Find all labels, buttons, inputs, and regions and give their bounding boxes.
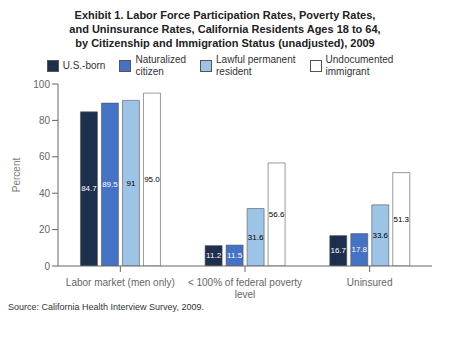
svg-text:0: 0: [44, 261, 50, 272]
html-text:and Uninsurance Rates, Califor: and Uninsurance Rates, California Reside…: [69, 23, 381, 35]
svg-text:Percent: Percent: [11, 158, 22, 193]
svg-text:60: 60: [39, 151, 51, 162]
html-text:resident: resident: [216, 66, 252, 77]
svg-text:89.5: 89.5: [102, 180, 118, 189]
svg-text:40: 40: [39, 188, 51, 199]
html-text:Source: California Health Inte: Source: California Health Interview Surv…: [8, 302, 204, 312]
svg-text:91: 91: [126, 179, 135, 188]
svg-text:51.3: 51.3: [393, 215, 409, 224]
svg-text:80: 80: [39, 115, 51, 126]
html-text:citizen: citizen: [135, 66, 164, 77]
svg-text:16.7: 16.7: [330, 246, 346, 255]
html-text:U.S.-born: U.S.-born: [62, 60, 106, 71]
svg-text:11.5: 11.5: [227, 251, 243, 260]
html-text:Lawful permanent: Lawful permanent: [216, 54, 296, 65]
svg-text:95.0: 95.0: [144, 175, 160, 184]
html-text:immigrant: immigrant: [325, 66, 370, 77]
svg-text:84.7: 84.7: [81, 184, 97, 193]
html-text:by Citizenship and Immigration: by Citizenship and Immigration Status (u…: [75, 37, 375, 49]
svg-text:Uninsured: Uninsured: [347, 277, 393, 288]
svg-text:33.6: 33.6: [372, 231, 388, 240]
svg-text:56.6: 56.6: [269, 210, 285, 219]
svg-text:17.8: 17.8: [351, 245, 367, 254]
svg-text:31.6: 31.6: [248, 233, 264, 242]
svg-text:100: 100: [33, 79, 50, 90]
svg-text:20: 20: [39, 224, 51, 235]
html-text:Undocumented: Undocumented: [325, 54, 394, 65]
html-text:Exhibit 1. Labor Force Partici: Exhibit 1. Labor Force Participation Rat…: [74, 9, 376, 21]
svg-text:11.2: 11.2: [206, 251, 222, 260]
svg-text:Labor market (men only): Labor market (men only): [66, 277, 175, 288]
html-text:Naturalized: Naturalized: [135, 54, 186, 65]
svg-text:< 100% of federal povertylevel: < 100% of federal povertylevel: [188, 277, 302, 300]
